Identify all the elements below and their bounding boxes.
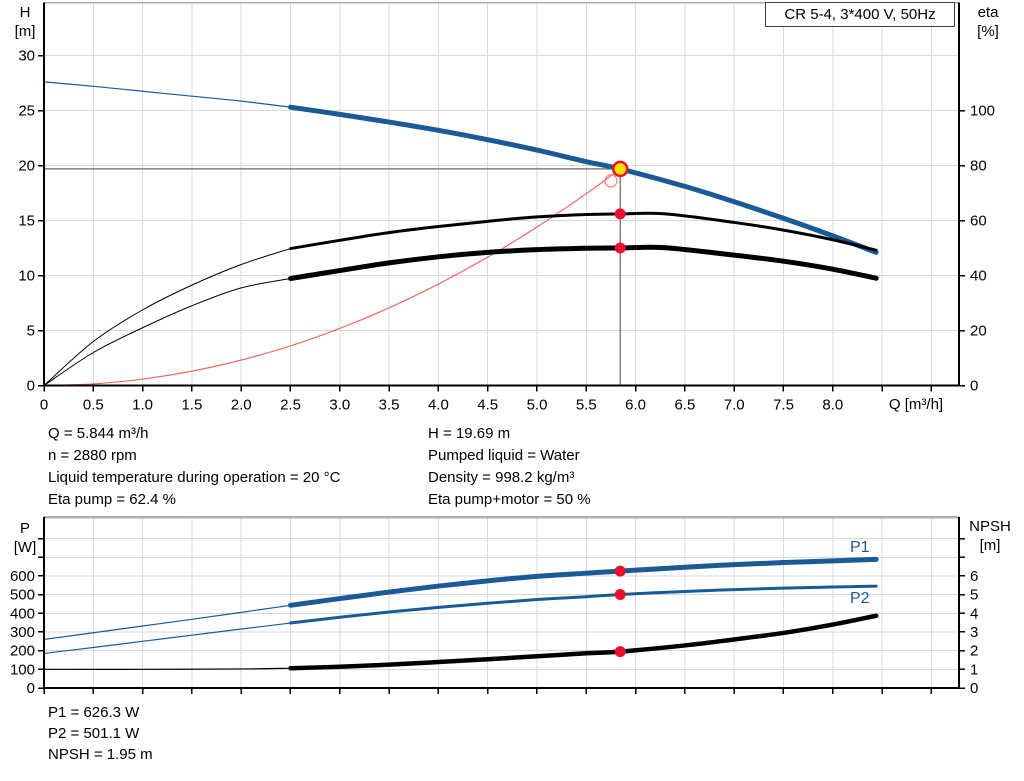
- x-tick-label: 0.5: [83, 397, 104, 414]
- p2-curve: [288, 584, 878, 625]
- duty-marker-dot: [614, 646, 626, 658]
- x-tick-label: 1.0: [132, 397, 153, 414]
- eta-axis-title: eta [%]: [968, 3, 1008, 41]
- pump-head-curve: [287, 104, 879, 255]
- x-tick-label: 4.5: [477, 397, 498, 414]
- duty-info-bottom: P1 = 626.3 W P2 = 501.1 W NPSH = 1.95 m: [48, 702, 153, 765]
- x-tick-label: 2.5: [280, 397, 301, 414]
- q-axis-title: Q [m³/h]: [888, 396, 944, 413]
- info-npsh: NPSH = 1.95 m: [48, 746, 153, 763]
- system-intersection-circle: [604, 174, 618, 188]
- duty-marker-dot: [614, 588, 626, 600]
- p1-curve-label: P1: [850, 539, 870, 556]
- left-tick-label: 20: [18, 158, 35, 175]
- system-curve-thin: [43, 168, 621, 387]
- info-p2: P2 = 501.1 W: [48, 725, 140, 742]
- info-speed: n = 2880 rpm: [48, 447, 137, 464]
- left-tick-label: 15: [18, 213, 35, 230]
- pump-head-curve-thin: [43, 81, 291, 108]
- left-tick-label: 600: [10, 568, 35, 585]
- right-tick-label: 2: [970, 643, 978, 660]
- p2-curve-label: P2: [850, 590, 870, 607]
- p1-curve-thin: [43, 604, 291, 641]
- h-axis-title: H [m]: [8, 3, 42, 41]
- info-head: H = 19.69 m: [428, 425, 511, 442]
- eta-pump-motor-curve: [287, 244, 879, 282]
- eta-axis-title-line1: eta: [977, 4, 999, 21]
- eta-pump-curve: [288, 211, 878, 252]
- right-tick-label: 40: [970, 268, 987, 285]
- x-tick-label: 1.5: [181, 397, 202, 414]
- eta-pump-curve-thin: [43, 248, 291, 386]
- left-tick-label: 25: [18, 103, 35, 120]
- eta-axis-title-line2: [%]: [977, 23, 999, 40]
- left-tick-label: 100: [10, 661, 35, 678]
- pump-type-label: CR 5-4, 3*400 V, 50Hz: [784, 6, 936, 23]
- left-tick-label: 5: [27, 323, 35, 340]
- left-tick-label: 200: [10, 643, 35, 660]
- info-pumped-liquid: Pumped liquid = Water: [428, 447, 580, 464]
- duty-marker-dot: [614, 242, 626, 254]
- right-tick-label: 20: [970, 323, 987, 340]
- x-tick-label: 0: [40, 397, 48, 414]
- left-tick-label: 10: [18, 268, 35, 285]
- duty-marker-dot: [614, 208, 626, 220]
- right-tick-label: 0: [970, 378, 978, 395]
- left-tick-label: 300: [10, 624, 35, 641]
- left-tick-label: 0: [27, 378, 35, 395]
- h-axis-title-line1: H: [19, 4, 31, 21]
- npsh-axis-title-line1: NPSH: [969, 518, 1011, 535]
- right-tick-label: 60: [970, 213, 987, 230]
- right-tick-label: 4: [970, 605, 978, 622]
- p2-curve-thin: [43, 622, 291, 655]
- info-q: Q = 5.844 m³/h: [48, 425, 149, 442]
- right-tick-label: 6: [970, 568, 978, 585]
- x-tick-label: 3.0: [329, 397, 350, 414]
- x-tick-label: 7.5: [773, 397, 794, 414]
- h-axis-title-line2: [m]: [14, 23, 36, 40]
- x-tick-label: 3.5: [379, 397, 400, 414]
- duty-info-right: H = 19.69 m Pumped liquid = Water Densit…: [428, 423, 591, 511]
- npsh-axis-title-line2: [m]: [979, 537, 1001, 554]
- npsh-curve-thin: [43, 667, 291, 670]
- right-tick-label: 0: [970, 680, 978, 697]
- duty-info-left: Q = 5.844 m³/h n = 2880 rpm Liquid tempe…: [48, 423, 340, 511]
- info-p1: P1 = 626.3 W: [48, 704, 140, 721]
- npsh-axis-title: NPSH [m]: [962, 517, 1018, 555]
- x-tick-label: 8.0: [822, 397, 843, 414]
- left-tick-label: 500: [10, 587, 35, 604]
- npsh-curve: [288, 613, 879, 671]
- duty-marker-dot: [614, 565, 626, 577]
- x-tick-label: 5.5: [576, 397, 597, 414]
- p-axis-title-line2: [W]: [13, 539, 37, 556]
- p-axis-title-line1: P: [19, 520, 30, 537]
- left-tick-label: 400: [10, 605, 35, 622]
- x-tick-label: 7.0: [724, 397, 745, 414]
- p1-curve: [287, 556, 879, 608]
- x-tick-label: 5.0: [527, 397, 548, 414]
- x-tick-label: 4.0: [428, 397, 449, 414]
- x-tick-label: 2.0: [231, 397, 252, 414]
- left-tick-label: 30: [18, 48, 35, 65]
- info-liquid-temp: Liquid temperature during operation = 20…: [48, 469, 341, 486]
- left-tick-label: 0: [27, 680, 35, 697]
- pump-type-box: CR 5-4, 3*400 V, 50Hz: [765, 2, 955, 27]
- right-tick-label: 100: [970, 103, 995, 120]
- info-eta-pump-motor: Eta pump+motor = 50 %: [428, 491, 591, 508]
- eta-pump-motor-curve-thin: [43, 278, 291, 386]
- duty-point-marker: [611, 160, 629, 178]
- right-tick-label: 1: [970, 661, 978, 678]
- p-axis-title: P [W]: [8, 519, 42, 557]
- right-tick-label: 3: [970, 624, 978, 641]
- x-tick-label: 6.5: [674, 397, 695, 414]
- info-eta-pump: Eta pump = 62.4 %: [48, 491, 176, 508]
- right-tick-label: 5: [970, 587, 978, 604]
- info-density: Density = 998.2 kg/m³: [428, 469, 575, 486]
- right-tick-label: 80: [970, 158, 987, 175]
- x-tick-label: 6.0: [625, 397, 646, 414]
